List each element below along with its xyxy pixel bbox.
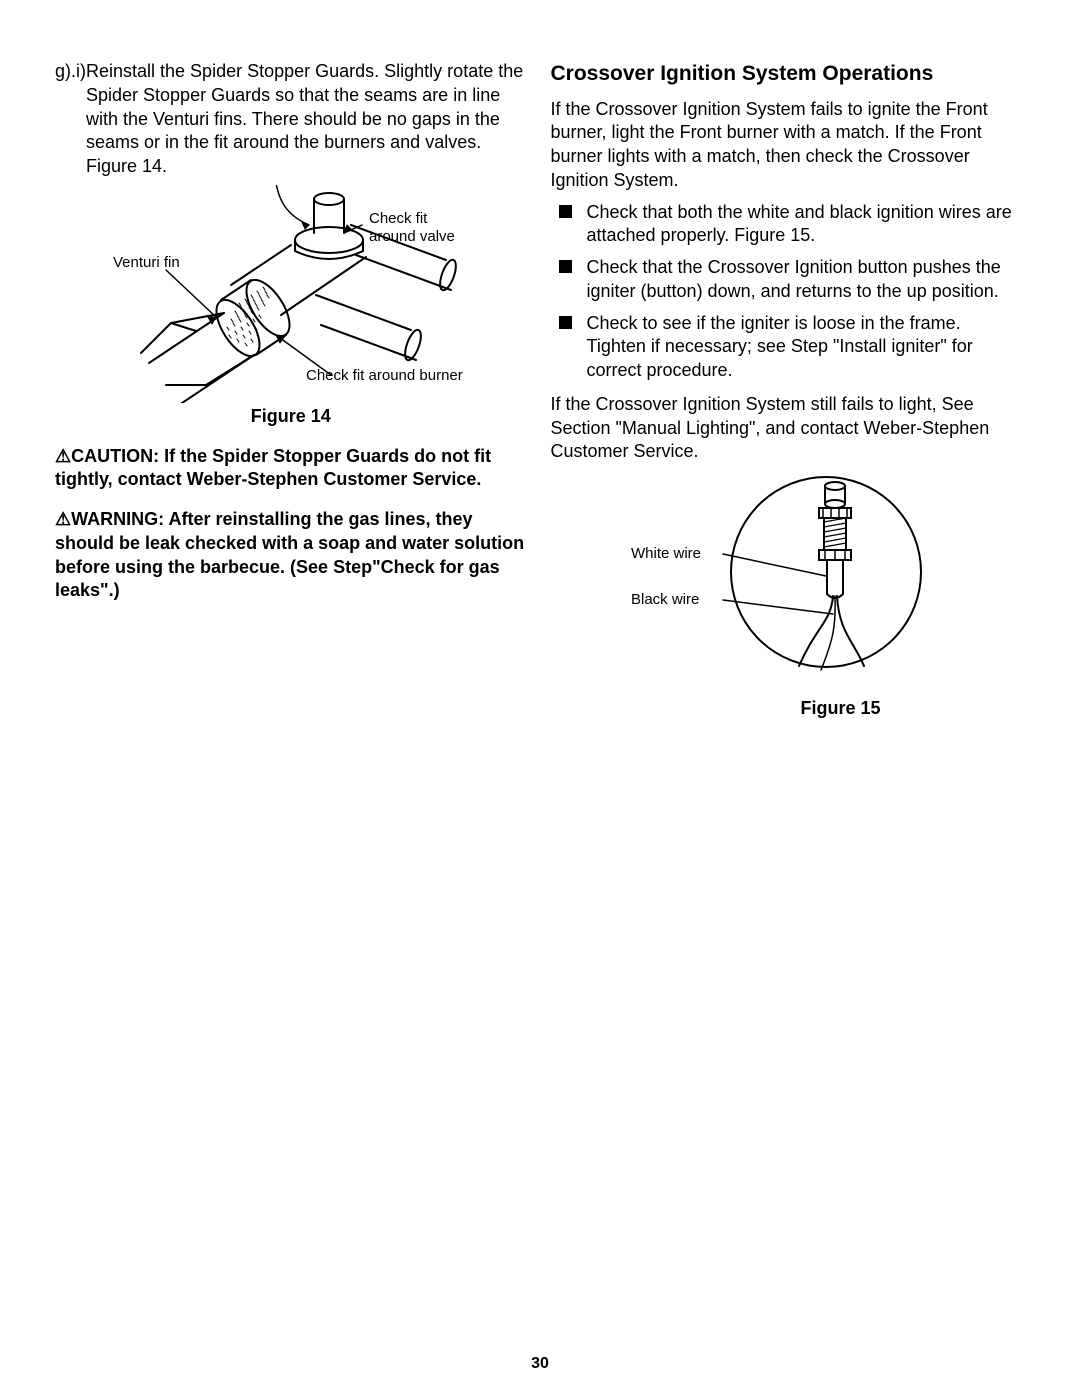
step-gi: g).i) Reinstall the Spider Stopper Guard… — [55, 60, 527, 179]
fig15-label-black: Black wire — [631, 591, 699, 608]
figure-14-caption: Figure 14 — [55, 405, 527, 429]
figure-15: White wire Black wire Figure 15 — [611, 472, 1023, 721]
figure-14-svg: Venturi fin Check fit around valve Check… — [111, 185, 471, 403]
bullet-list: Check that both the white and black igni… — [551, 201, 1023, 383]
list-item: Check to see if the igniter is loose in … — [551, 312, 1023, 383]
figure-14: Venturi fin Check fit around valve Check… — [55, 185, 527, 429]
outro-text: If the Crossover Ignition System still f… — [551, 393, 1023, 464]
fig14-label-valve-2: around valve — [369, 228, 455, 245]
fig14-label-venturi: Venturi fin — [113, 254, 180, 271]
fig14-label-burner: Check fit around burner — [306, 367, 463, 384]
caution-text: ⚠CAUTION: If the Spider Stopper Guards d… — [55, 445, 527, 493]
intro-text: If the Crossover Ignition System fails t… — [551, 98, 1023, 193]
figure-15-svg: White wire Black wire — [611, 472, 951, 690]
fig14-label-valve-1: Check fit — [369, 210, 428, 227]
fig15-label-white: White wire — [631, 545, 701, 562]
warning-text: ⚠WARNING: After reinstalling the gas lin… — [55, 508, 527, 603]
left-column: g).i) Reinstall the Spider Stopper Guard… — [55, 60, 527, 721]
figure-15-caption: Figure 15 — [671, 697, 1011, 721]
step-label: g).i) — [55, 60, 86, 179]
step-text: Reinstall the Spider Stopper Guards. Sli… — [86, 60, 527, 179]
list-item: Check that the Crossover Ignition button… — [551, 256, 1023, 304]
list-item: Check that both the white and black igni… — [551, 201, 1023, 249]
page-number: 30 — [0, 1355, 1080, 1373]
section-title: Crossover Ignition System Operations — [551, 60, 1023, 88]
page-content: g).i) Reinstall the Spider Stopper Guard… — [0, 0, 1080, 761]
right-column: Crossover Ignition System Operations If … — [551, 60, 1023, 721]
